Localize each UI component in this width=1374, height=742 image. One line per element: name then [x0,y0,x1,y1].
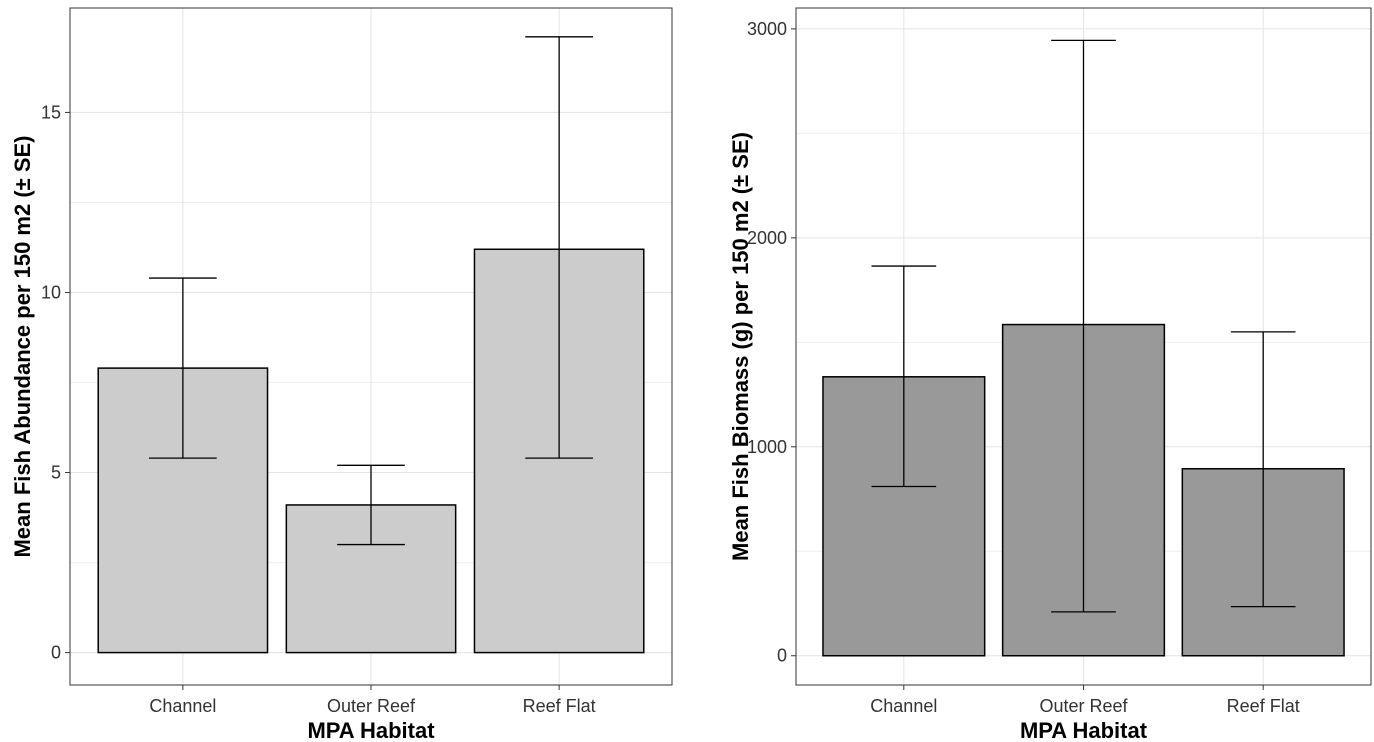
abundance-error-bar [337,464,405,546]
abundance-error-bar [149,277,217,459]
biomass-y-tick-label: 1000 [747,437,787,457]
biomass-y-tick-label: 0 [777,646,787,666]
biomass-y-axis-title: Mean Fish Biomass (g) per 150 m2 (± SE) [728,132,753,561]
biomass-error-bar [1230,331,1296,608]
abundance-x-tick-label: Outer Reef [327,696,416,716]
biomass-x-tick-label: Reef Flat [1227,696,1300,716]
abundance-y-tick-label: 5 [51,463,61,483]
abundance-x-tick-label: Channel [149,696,216,716]
biomass-chart: 0 1000 2000 3000 Channel Outer Reef Reef Flat M… [728,7,1372,742]
abundance-x-tick-label: Reef Flat [523,696,596,716]
abundance-y-tick-label: 0 [51,643,61,663]
abundance-chart: 0 5 10 15 Channel Outer Reef Reef Flat MPA Habi… [10,7,673,742]
biomass-y-tick-label: 2000 [747,228,787,248]
abundance-x-axis-title: MPA Habitat [307,718,435,742]
biomass-x-tick-label: Channel [870,696,937,716]
biomass-x-tick-label: Outer Reef [1039,696,1128,716]
abundance-y-tick-label: 15 [41,102,61,122]
abundance-y-tick-label: 10 [41,282,61,302]
biomass-x-axis-title: MPA Habitat [1020,718,1148,742]
biomass-error-bar [871,265,937,488]
abundance-error-bar [525,36,593,459]
biomass-y-tick-label: 3000 [747,19,787,39]
biomass-error-bar [1051,39,1116,613]
abundance-y-axis-title: Mean Fish Abundance per 150 m2 (± SE) [10,135,35,557]
